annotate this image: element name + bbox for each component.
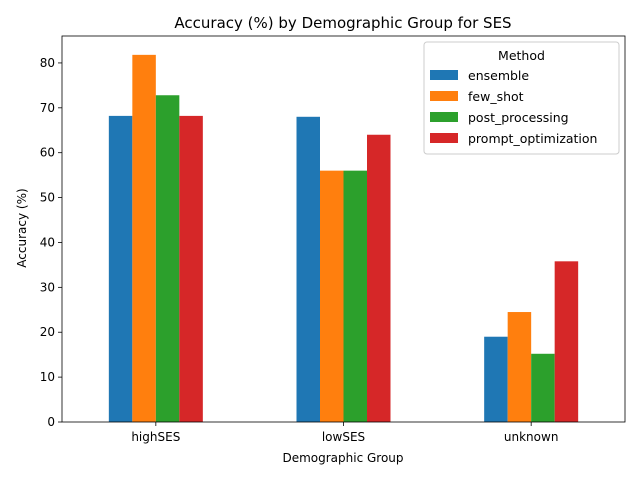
bar-few_shot-lowSES	[320, 170, 344, 422]
legend: Method ensemble few_shot post_processingpro…	[423, 41, 620, 155]
y-axis: 0 10 20 30 40 50 60 70 80	[40, 56, 62, 429]
y-tick-label-40: 40	[40, 235, 55, 249]
y-axis-label: Accuracy (%)	[15, 188, 29, 267]
x-axis: highSES lowSES unknown	[131, 422, 558, 444]
bar-few_shot-highSES	[132, 54, 156, 422]
bar-prompt_optimization-lowSES	[367, 134, 391, 422]
x-axis-label: Demographic Group	[282, 451, 403, 465]
y-tick-label-10: 10	[40, 370, 55, 384]
y-tick-label-70: 70	[40, 101, 55, 115]
legend-swatch-few_shot	[430, 91, 458, 101]
bar-ensemble-unknown	[484, 336, 508, 422]
y-tick-label-80: 80	[40, 56, 55, 70]
y-tick-label-50: 50	[40, 191, 55, 205]
legend-box	[423, 41, 620, 155]
legend-swatch-prompt_optimization	[430, 133, 458, 143]
legend-title: Method	[498, 48, 545, 63]
bar-post_processing-unknown	[531, 353, 555, 422]
bar-prompt_optimization-highSES	[179, 115, 203, 423]
legend-entry-post_processing: post_processing	[468, 110, 569, 125]
bar-post_processing-highSES	[155, 95, 180, 422]
x-tick-label-unknown: unknown	[504, 430, 559, 444]
legend-swatch-post_processing	[430, 112, 458, 122]
plot-area	[61, 35, 626, 423]
bar-post_processing-lowSES	[343, 170, 367, 422]
x-tick-label-highSES: highSES	[131, 430, 180, 444]
legend-entry-few_shot: few_shot	[468, 89, 524, 104]
bar-few_shot-unknown	[507, 312, 532, 422]
x-tick-label-lowSES: lowSES	[322, 430, 365, 444]
legend-entry-ensemble: ensemble	[468, 68, 529, 83]
bar-prompt_optimization-unknown	[554, 261, 579, 422]
y-tick-label-30: 30	[40, 280, 55, 294]
y-tick-label-20: 20	[40, 325, 55, 339]
bar-ensemble-highSES	[108, 115, 133, 423]
y-tick-label-60: 60	[40, 146, 55, 160]
y-tick-label-0: 0	[47, 415, 55, 429]
legend-swatch-ensemble	[430, 70, 458, 80]
bar-ensemble-lowSES	[296, 116, 320, 422]
chart-title: Accuracy (%) by Demographic Group for SE…	[174, 14, 511, 32]
legend-entry-prompt_optimization: prompt_optimization	[468, 131, 597, 146]
